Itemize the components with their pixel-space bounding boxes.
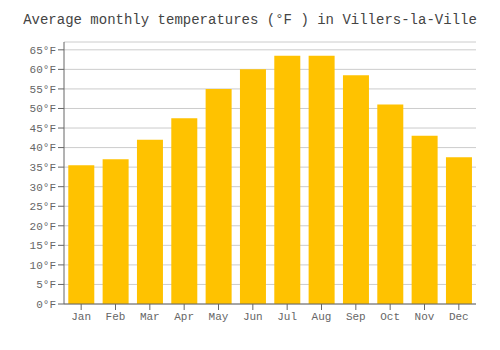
svg-text:Mar: Mar <box>140 311 160 323</box>
svg-text:20°F: 20°F <box>30 221 56 233</box>
svg-text:35°F: 35°F <box>30 162 56 174</box>
svg-text:60°F: 60°F <box>30 64 56 76</box>
svg-text:65°F: 65°F <box>30 45 56 57</box>
svg-text:5°F: 5°F <box>36 279 56 291</box>
svg-text:Jun: Jun <box>243 311 263 323</box>
svg-text:Sep: Sep <box>346 311 366 323</box>
svg-text:May: May <box>209 311 229 323</box>
svg-text:10°F: 10°F <box>30 260 56 272</box>
svg-text:0°F: 0°F <box>36 299 56 311</box>
svg-text:Aug: Aug <box>312 311 332 323</box>
svg-text:Feb: Feb <box>106 311 126 323</box>
svg-text:Oct: Oct <box>380 311 400 323</box>
svg-text:Jul: Jul <box>277 311 297 323</box>
svg-text:Apr: Apr <box>174 311 194 323</box>
svg-text:15°F: 15°F <box>30 240 56 252</box>
svg-text:30°F: 30°F <box>30 182 56 194</box>
svg-text:50°F: 50°F <box>30 103 56 115</box>
html-text:Average monthly temperatures (: Average monthly temperatures (°F ) in Vi… <box>23 12 477 28</box>
svg-text:Dec: Dec <box>449 311 469 323</box>
svg-text:55°F: 55°F <box>30 84 56 96</box>
svg-text:40°F: 40°F <box>30 142 56 154</box>
svg-text:Jan: Jan <box>71 311 91 323</box>
svg-text:45°F: 45°F <box>30 123 56 135</box>
svg-text:25°F: 25°F <box>30 201 56 213</box>
svg-text:Nov: Nov <box>415 311 435 323</box>
